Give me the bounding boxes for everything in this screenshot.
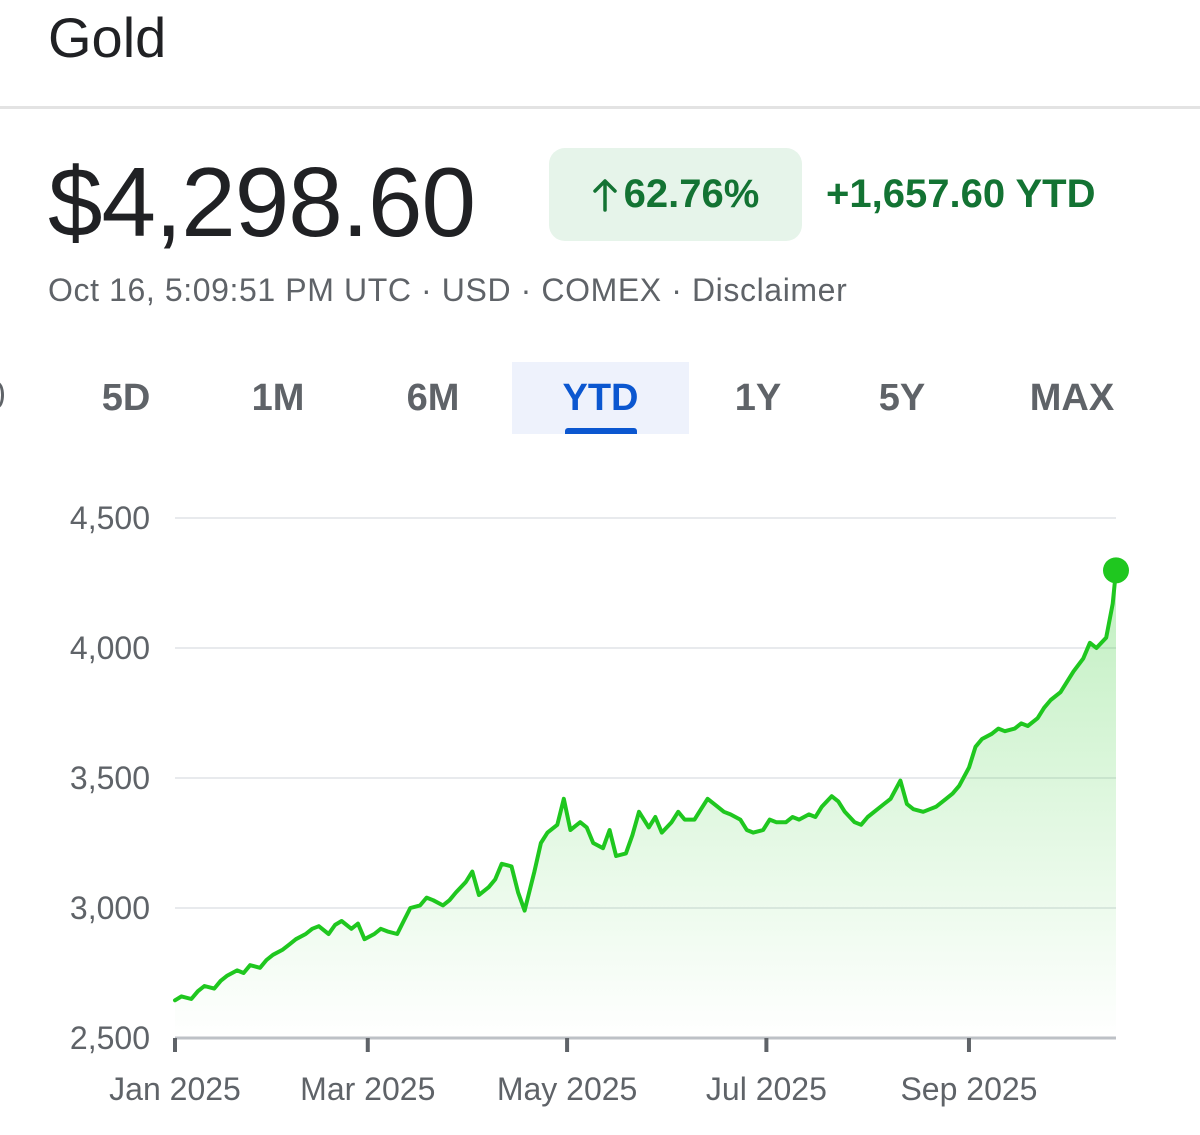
tab-5y[interactable]: 5Y	[836, 362, 968, 434]
y-tick-label: 2,500	[70, 1020, 150, 1056]
active-tab-indicator	[564, 428, 637, 434]
tab-label: 1Y	[734, 376, 782, 419]
tab-label: 5Y	[878, 376, 926, 419]
tab-label: YTD	[562, 376, 639, 419]
change-percent-value: 62.76%	[623, 172, 760, 216]
x-tick-label: Jul 2025	[706, 1071, 827, 1107]
tab-label: 5D	[101, 376, 151, 419]
tab-1m[interactable]: 1M	[212, 362, 344, 434]
change-ytd: +1,657.60 YTD	[826, 172, 1096, 216]
time-range-tabs: 5D 1M 6M YTD 1Y 5Y MAX	[0, 362, 1200, 434]
y-tick-label: 4,500	[70, 500, 150, 536]
tab-label: 1M	[251, 376, 305, 419]
header-divider	[0, 106, 1200, 109]
x-tick-label: Jan 2025	[109, 1071, 241, 1107]
tab-max[interactable]: MAX	[1002, 362, 1142, 434]
current-price-marker	[1103, 557, 1129, 584]
y-tick-label: 3,500	[70, 760, 150, 796]
page-title: Gold	[48, 6, 167, 69]
y-tick-label: 3,000	[70, 890, 150, 926]
tab-label: 6M	[406, 376, 460, 419]
price-chart[interactable]: 2,500 3,000 3,500 4,000 4,500 Jan 2025 Mar 202…	[0, 470, 1200, 1135]
change-percent-badge: 62.76%	[549, 148, 802, 241]
y-tick-label: 4,000	[70, 630, 150, 666]
price-line	[173, 568, 1118, 1003]
tab-5d[interactable]: 5D	[60, 362, 192, 434]
tab-1y[interactable]: 1Y	[692, 362, 824, 434]
price-area-fill	[175, 570, 1116, 1038]
x-tick-label: Sep 2025	[900, 1071, 1037, 1107]
x-tick-label: Mar 2025	[300, 1071, 435, 1107]
tab-ytd[interactable]: YTD	[512, 362, 689, 434]
quote-meta-line: Oct 16, 5:09:51 PM UTC · USD · COMEX · D…	[48, 272, 848, 308]
arrow-up-icon	[592, 178, 618, 212]
tab-label: MAX	[1029, 376, 1115, 419]
x-tick-label: May 2025	[497, 1071, 638, 1107]
current-price: $4,298.60	[48, 147, 476, 257]
tab-6m[interactable]: 6M	[367, 362, 499, 434]
